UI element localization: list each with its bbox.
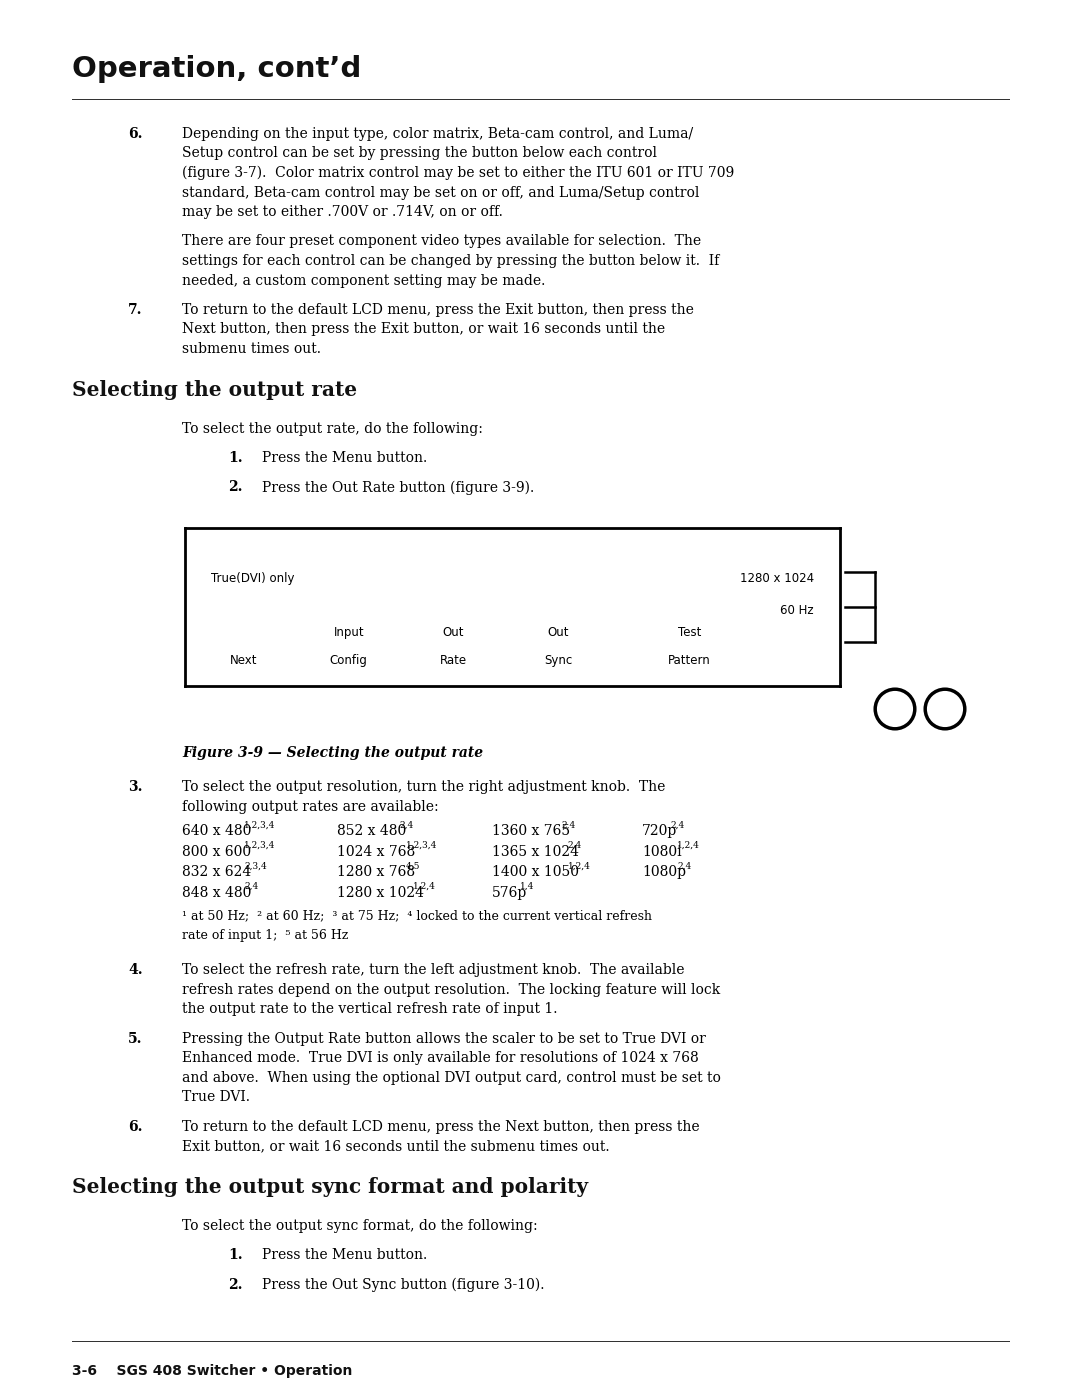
Text: 4,5: 4,5: [406, 862, 420, 870]
Text: 1.: 1.: [228, 451, 243, 465]
Text: Setup control can be set by pressing the button below each control: Setup control can be set by pressing the…: [183, 147, 657, 161]
Text: 1280 x 768: 1280 x 768: [337, 866, 415, 880]
Text: 2,4: 2,4: [671, 820, 685, 830]
Text: 2,4: 2,4: [400, 820, 414, 830]
Text: 848 x 480: 848 x 480: [183, 886, 252, 900]
Text: 576p: 576p: [492, 886, 527, 900]
Text: 2.: 2.: [228, 481, 243, 495]
Text: 1,4: 1,4: [521, 882, 535, 891]
Text: Enhanced mode.  True DVI is only available for resolutions of 1024 x 768: Enhanced mode. True DVI is only availabl…: [183, 1052, 699, 1066]
Text: 1080i: 1080i: [642, 845, 681, 859]
Text: 5.: 5.: [129, 1032, 143, 1046]
Text: Sync: Sync: [544, 654, 572, 668]
Text: Exit button, or wait 16 seconds until the submenu times out.: Exit button, or wait 16 seconds until th…: [183, 1140, 609, 1154]
Text: To select the output sync format, do the following:: To select the output sync format, do the…: [183, 1220, 538, 1234]
Text: 1,2,4: 1,2,4: [677, 841, 700, 849]
Text: 6.: 6.: [129, 1120, 143, 1134]
Text: 1280 x 1024: 1280 x 1024: [337, 886, 424, 900]
Text: Pattern: Pattern: [667, 654, 711, 668]
Text: 1360 x 765: 1360 x 765: [492, 824, 570, 838]
Circle shape: [926, 689, 964, 729]
Text: Depending on the input type, color matrix, Beta-cam control, and Luma/: Depending on the input type, color matri…: [183, 127, 693, 141]
Text: (figure 3-7).  Color matrix control may be set to either the ITU 601 or ITU 709: (figure 3-7). Color matrix control may b…: [183, 166, 734, 180]
Text: Next: Next: [230, 654, 258, 668]
Text: needed, a custom component setting may be made.: needed, a custom component setting may b…: [183, 274, 545, 288]
Text: 1,2,4: 1,2,4: [413, 882, 435, 891]
Text: the output rate to the vertical refresh rate of input 1.: the output rate to the vertical refresh …: [183, 1003, 557, 1017]
Text: 2,4: 2,4: [568, 841, 582, 849]
Text: To return to the default LCD menu, press the Exit button, then press the: To return to the default LCD menu, press…: [183, 303, 693, 317]
Text: Press the Out Sync button (figure 3-10).: Press the Out Sync button (figure 3-10).: [262, 1278, 544, 1292]
Text: 1.: 1.: [228, 1249, 243, 1263]
Text: 1080p: 1080p: [642, 866, 686, 880]
Text: True DVI.: True DVI.: [183, 1091, 249, 1105]
Text: settings for each control can be changed by pressing the button below it.  If: settings for each control can be changed…: [183, 254, 719, 268]
Text: 7.: 7.: [129, 303, 143, 317]
Text: submenu times out.: submenu times out.: [183, 342, 321, 356]
Text: 2,4: 2,4: [561, 820, 576, 830]
Text: Rate: Rate: [440, 654, 468, 668]
Text: Pressing the Output Rate button allows the scaler to be set to True DVI or: Pressing the Output Rate button allows t…: [183, 1032, 706, 1046]
Text: Selecting the output sync format and polarity: Selecting the output sync format and pol…: [72, 1176, 588, 1197]
Text: Out: Out: [443, 626, 464, 638]
Text: Selecting the output rate: Selecting the output rate: [72, 380, 357, 400]
Text: 1365 x 1024: 1365 x 1024: [492, 845, 579, 859]
Text: There are four preset component video types available for selection.  The: There are four preset component video ty…: [183, 235, 701, 249]
Text: 1,2,4: 1,2,4: [568, 862, 591, 870]
Text: 1400 x 1050: 1400 x 1050: [492, 866, 579, 880]
Text: standard, Beta-cam control may be set on or off, and Luma/Setup control: standard, Beta-cam control may be set on…: [183, 186, 700, 200]
Text: 2,4: 2,4: [677, 862, 691, 870]
Text: 4.: 4.: [129, 964, 143, 978]
Text: Press the Menu button.: Press the Menu button.: [262, 451, 428, 465]
Text: Next button, then press the Exit button, or wait 16 seconds until the: Next button, then press the Exit button,…: [183, 323, 665, 337]
Text: 720p: 720p: [642, 824, 677, 838]
Text: 2,3,4: 2,3,4: [244, 862, 267, 870]
Text: Press the Menu button.: Press the Menu button.: [262, 1249, 428, 1263]
Text: To select the output rate, do the following:: To select the output rate, do the follow…: [183, 422, 483, 436]
Text: ¹ at 50 Hz;  ² at 60 Hz;  ³ at 75 Hz;  ⁴ locked to the current vertical refresh: ¹ at 50 Hz; ² at 60 Hz; ³ at 75 Hz; ⁴ lo…: [183, 909, 652, 922]
Text: 3-6    SGS 408 Switcher • Operation: 3-6 SGS 408 Switcher • Operation: [72, 1363, 352, 1377]
Text: 1,2,3,4: 1,2,3,4: [244, 841, 275, 849]
Text: 6.: 6.: [129, 127, 143, 141]
Text: 60 Hz: 60 Hz: [780, 604, 814, 617]
Text: 640 x 480: 640 x 480: [183, 824, 252, 838]
Text: Figure 3-9 — Selecting the output rate: Figure 3-9 — Selecting the output rate: [183, 746, 483, 760]
Text: Out: Out: [548, 626, 569, 638]
Text: Press the Out Rate button (figure 3-9).: Press the Out Rate button (figure 3-9).: [262, 481, 535, 495]
Text: True(DVI) only: True(DVI) only: [212, 573, 295, 585]
Text: 852 x 480: 852 x 480: [337, 824, 406, 838]
Text: 832 x 624: 832 x 624: [183, 866, 252, 880]
Text: 1280 x 1024: 1280 x 1024: [740, 573, 814, 585]
Text: 800 x 600: 800 x 600: [183, 845, 252, 859]
Text: Test: Test: [677, 626, 701, 638]
Text: Input: Input: [334, 626, 364, 638]
Text: 1,2,3,4: 1,2,3,4: [406, 841, 437, 849]
Text: may be set to either .700V or .714V, on or off.: may be set to either .700V or .714V, on …: [183, 205, 503, 219]
Text: To select the refresh rate, turn the left adjustment knob.  The available: To select the refresh rate, turn the lef…: [183, 964, 685, 978]
Text: 2.: 2.: [228, 1278, 243, 1292]
Text: 1,2,3,4: 1,2,3,4: [244, 820, 275, 830]
Text: 2,4: 2,4: [244, 882, 258, 891]
Text: 1024 x 768: 1024 x 768: [337, 845, 415, 859]
Text: refresh rates depend on the output resolution.  The locking feature will lock: refresh rates depend on the output resol…: [183, 983, 720, 997]
Text: Config: Config: [329, 654, 367, 668]
Text: Operation, cont’d: Operation, cont’d: [72, 54, 362, 82]
Text: following output rates are available:: following output rates are available:: [183, 800, 438, 814]
Text: To return to the default LCD menu, press the Next button, then press the: To return to the default LCD menu, press…: [183, 1120, 700, 1134]
Circle shape: [875, 689, 915, 729]
Text: and above.  When using the optional DVI output card, control must be set to: and above. When using the optional DVI o…: [183, 1071, 720, 1085]
Text: To select the output resolution, turn the right adjustment knob.  The: To select the output resolution, turn th…: [183, 781, 665, 795]
Text: 3.: 3.: [129, 781, 143, 795]
Text: rate of input 1;  ⁵ at 56 Hz: rate of input 1; ⁵ at 56 Hz: [183, 929, 349, 942]
